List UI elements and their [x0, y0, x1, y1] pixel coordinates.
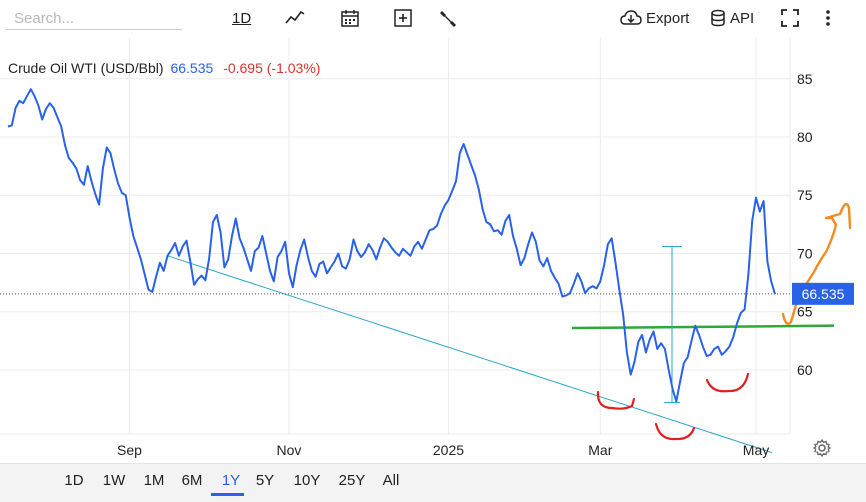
range-1d-button[interactable]: 1D	[64, 472, 84, 489]
database-icon	[711, 9, 725, 27]
last-price-box	[792, 282, 854, 305]
wrench-icon[interactable]	[438, 6, 458, 30]
range-6m-button[interactable]: 6M	[181, 472, 203, 489]
plus-box-icon[interactable]	[393, 6, 413, 30]
chart-grid	[0, 38, 791, 435]
x-tick-label: 2025	[433, 442, 464, 458]
current-price: 66.535	[170, 60, 214, 76]
series-layer	[7, 88, 776, 403]
cloud-download-icon	[620, 10, 642, 25]
red-freehand-mark	[705, 372, 750, 393]
x-tick-label: Mar	[588, 442, 612, 458]
api-button[interactable]: API	[710, 6, 754, 30]
calendar-icon[interactable]	[340, 6, 360, 30]
x-tick-label: Nov	[277, 442, 302, 458]
support-line	[571, 324, 835, 330]
range-10y-button[interactable]: 10Y	[293, 472, 321, 489]
expand-icon[interactable]	[780, 6, 800, 30]
trendline	[167, 255, 773, 454]
range-1m-button[interactable]: 1M	[143, 472, 165, 489]
export-label: Export	[646, 9, 690, 27]
last-price-text: 66.535	[802, 286, 845, 302]
export-button[interactable]: Export	[620, 6, 689, 30]
orange-freehand-projection	[781, 202, 852, 325]
search-input[interactable]	[6, 8, 182, 30]
chart-title: Crude Oil WTI (USD/Bbl) 66.535 -0.695 (-…	[8, 60, 320, 76]
line-chart-icon[interactable]	[285, 6, 305, 30]
y-tick-label: 85	[797, 71, 813, 87]
range-5y-button[interactable]: 5Y	[255, 472, 275, 489]
gear-icon[interactable]	[812, 438, 832, 463]
y-axis: 60 65 70 75 80 85	[797, 71, 813, 378]
price-change: -0.695 (-1.03%)	[223, 60, 321, 76]
red-freehand-mark	[596, 390, 636, 410]
price-series-line	[7, 88, 776, 403]
last-price-label: 66.535	[792, 282, 854, 305]
red-freehand-mark	[654, 422, 696, 441]
price-chart[interactable]: 60 65 70 75 80 85 Sep Nov 2025 Mar May 66.535	[0, 38, 866, 463]
interval-button[interactable]: 1D	[232, 9, 252, 27]
range-25y-button[interactable]: 25Y	[338, 472, 366, 489]
more-vertical-icon[interactable]	[818, 6, 838, 30]
api-label: API	[730, 9, 755, 27]
range-1w-button[interactable]: 1W	[102, 472, 126, 489]
symbol-name: Crude Oil WTI (USD/Bbl)	[8, 60, 164, 76]
y-tick-label: 60	[797, 362, 813, 378]
drawing-annotations	[0, 245, 835, 454]
x-axis: Sep Nov 2025 Mar May	[117, 442, 769, 458]
y-tick-label: 75	[797, 187, 813, 203]
x-tick-label: May	[743, 442, 769, 458]
x-tick-label: Sep	[117, 442, 142, 458]
y-tick-label: 65	[797, 304, 813, 320]
chart-toolbar: 1D Export API	[0, 0, 866, 38]
range-selector: 1D 1W 1M 6M 1Y 5Y 10Y 25Y All	[0, 463, 866, 502]
y-tick-label: 70	[797, 245, 813, 261]
range-1y-button[interactable]: 1Y	[221, 472, 241, 489]
drawing-annotations-front	[596, 202, 852, 441]
range-all-button[interactable]: All	[382, 472, 400, 489]
y-tick-label: 80	[797, 129, 813, 145]
active-range-indicator	[211, 493, 244, 496]
